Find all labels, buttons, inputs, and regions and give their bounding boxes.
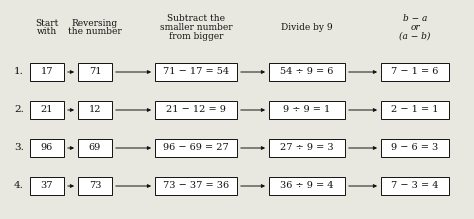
Text: 17: 17 (41, 67, 53, 76)
Text: from bigger: from bigger (169, 32, 223, 41)
Bar (78, 101, 112, 119)
Text: 96: 96 (41, 143, 53, 152)
Text: 96 − 69 = 27: 96 − 69 = 27 (163, 143, 229, 152)
Bar (155, 139, 237, 157)
Text: 1.: 1. (14, 67, 24, 76)
Text: 9 ÷ 9 = 1: 9 ÷ 9 = 1 (283, 106, 331, 115)
Bar (78, 63, 112, 81)
Text: Subtract the: Subtract the (167, 14, 225, 23)
Bar (155, 101, 237, 119)
Text: 9 − 6 = 3: 9 − 6 = 3 (392, 143, 438, 152)
Text: 2.: 2. (14, 106, 24, 115)
Text: 21 − 12 = 9: 21 − 12 = 9 (166, 106, 226, 115)
Text: 7 − 3 = 4: 7 − 3 = 4 (391, 182, 439, 191)
Bar (78, 139, 112, 157)
Bar (30, 139, 64, 157)
Text: Reversing: Reversing (72, 18, 118, 28)
Text: 36 ÷ 9 = 4: 36 ÷ 9 = 4 (280, 182, 334, 191)
Text: 71: 71 (89, 67, 101, 76)
Bar (78, 177, 112, 195)
Text: 27 ÷ 9 = 3: 27 ÷ 9 = 3 (280, 143, 334, 152)
Bar (30, 177, 64, 195)
Bar (381, 177, 449, 195)
Bar (155, 177, 237, 195)
Text: 3.: 3. (14, 143, 24, 152)
Text: 73 − 37 = 36: 73 − 37 = 36 (163, 182, 229, 191)
Text: 71 − 17 = 54: 71 − 17 = 54 (163, 67, 229, 76)
Text: 2 − 1 = 1: 2 − 1 = 1 (391, 106, 439, 115)
Text: 21: 21 (41, 106, 53, 115)
Bar (381, 101, 449, 119)
Bar (269, 177, 345, 195)
Bar (30, 63, 64, 81)
Text: 37: 37 (41, 182, 53, 191)
Text: with: with (37, 28, 57, 37)
Text: b − a: b − a (403, 14, 427, 23)
Text: Start: Start (35, 18, 59, 28)
Bar (381, 63, 449, 81)
Bar (30, 101, 64, 119)
Text: 12: 12 (89, 106, 101, 115)
Text: 4.: 4. (14, 182, 24, 191)
Bar (381, 139, 449, 157)
Text: 54 ÷ 9 = 6: 54 ÷ 9 = 6 (280, 67, 334, 76)
Text: Divide by 9: Divide by 9 (281, 23, 333, 32)
Text: 7 − 1 = 6: 7 − 1 = 6 (392, 67, 439, 76)
Text: smaller number: smaller number (160, 23, 232, 32)
Bar (155, 63, 237, 81)
Text: 69: 69 (89, 143, 101, 152)
Text: (a − b): (a − b) (399, 32, 431, 41)
Bar (269, 139, 345, 157)
Text: 73: 73 (89, 182, 101, 191)
Bar (269, 63, 345, 81)
Bar (269, 101, 345, 119)
Text: or: or (410, 23, 420, 32)
Text: the number: the number (68, 28, 122, 37)
